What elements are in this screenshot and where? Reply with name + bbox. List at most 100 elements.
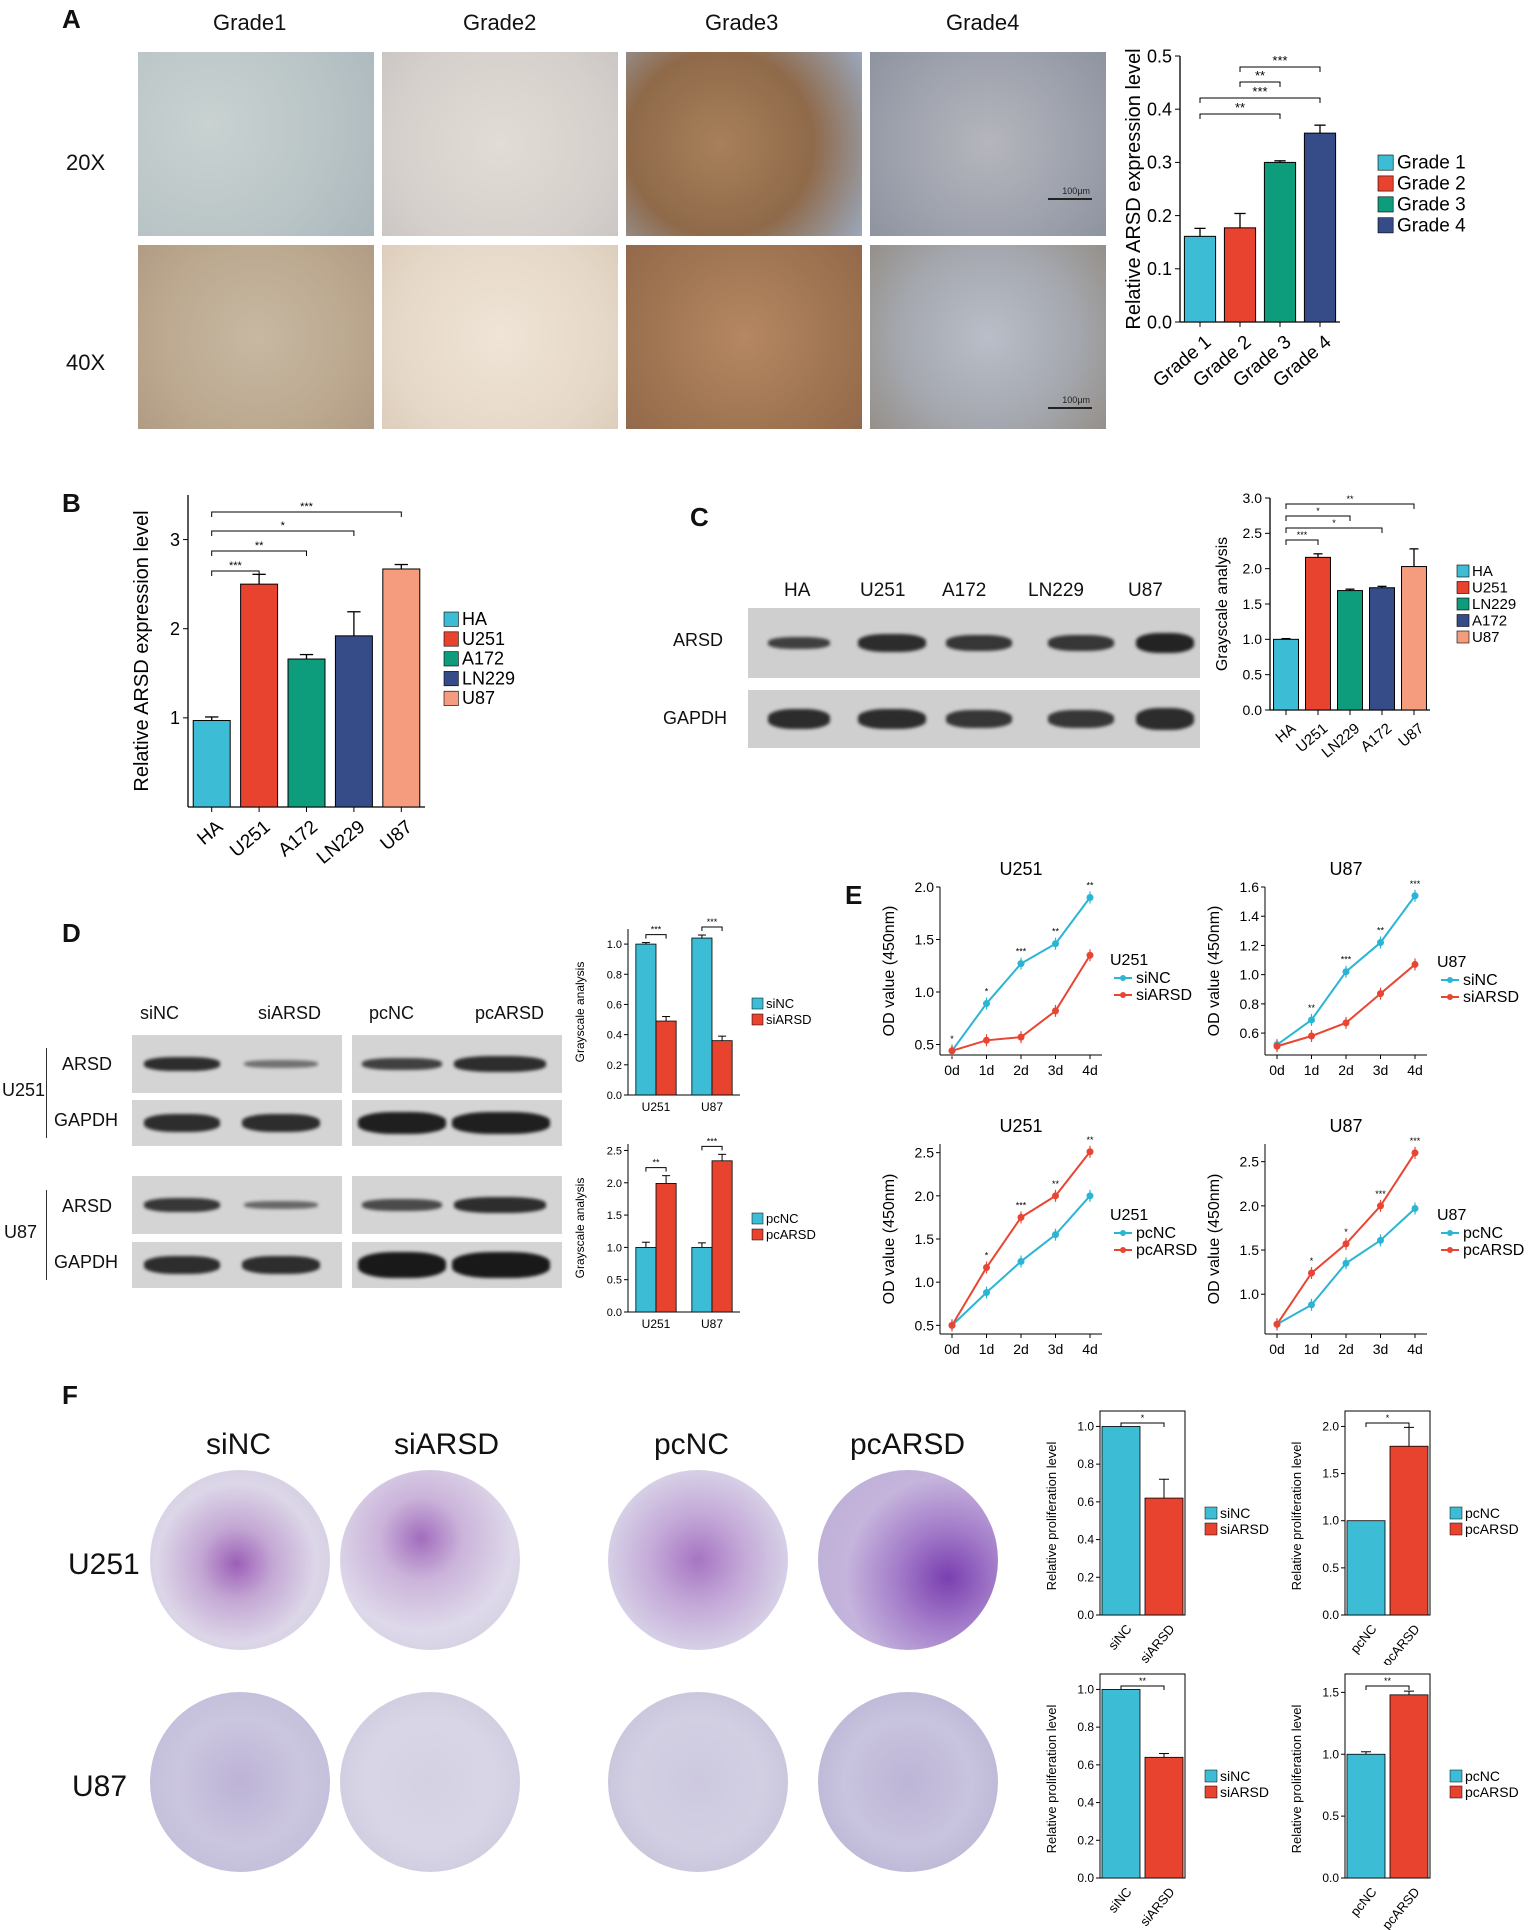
legend-label: A172 xyxy=(462,649,504,669)
legend-label: siNC xyxy=(1463,972,1498,989)
y-tick-label: 1.4 xyxy=(1240,908,1260,924)
x-tick-label: U87 xyxy=(377,817,417,855)
y-tick-label: 2.5 xyxy=(1243,525,1263,541)
x-tick-label: 0d xyxy=(944,1062,960,1078)
legend-label: siARSD xyxy=(766,1012,812,1027)
legend-label: pcNC xyxy=(766,1211,799,1226)
legend-title: U251 xyxy=(1110,952,1148,969)
y-tick-label: 1.0 xyxy=(1243,631,1263,647)
y-tick-label: 1.5 xyxy=(1243,596,1263,612)
y-tick-label: 0.1 xyxy=(1147,259,1172,279)
significance-label: *** xyxy=(1252,84,1267,99)
significance-label: *** xyxy=(300,501,314,513)
significance-bracket xyxy=(1285,515,1351,521)
y-axis-label: OD value (450nm) xyxy=(881,1174,898,1305)
blot-band xyxy=(1048,710,1114,728)
blot-band xyxy=(144,1198,220,1212)
significance-label: *** xyxy=(1341,955,1352,965)
legend-label: siNC xyxy=(1136,970,1171,987)
legend-title: U87 xyxy=(1437,954,1466,971)
x-tick-label: 2d xyxy=(1338,1341,1354,1357)
significance-label: *** xyxy=(651,925,662,935)
x-tick-label: 1d xyxy=(1304,1341,1320,1357)
y-tick-label: 0.6 xyxy=(1240,1025,1260,1041)
legend-label: pcARSD xyxy=(1136,1242,1197,1259)
legend-swatch xyxy=(443,671,459,687)
y-tick-label: 1 xyxy=(170,708,180,728)
micrograph-grade1-40x xyxy=(138,245,374,429)
x-tick-label: HA xyxy=(193,816,227,849)
bar xyxy=(635,1246,657,1313)
significance-bracket xyxy=(211,570,260,576)
significance-bracket xyxy=(211,511,402,517)
blot-d-u251-gapdh-si xyxy=(132,1100,342,1146)
x-tick-label: 0d xyxy=(944,1341,960,1357)
legend-swatch xyxy=(443,651,459,667)
legend-swatch xyxy=(1456,581,1470,594)
x-tick-label: pcARSD xyxy=(1379,1884,1423,1930)
blot-d-u87-gapdh-si xyxy=(132,1242,342,1288)
significance-label: *** xyxy=(1375,1189,1386,1199)
y-tick-label: 0.5 xyxy=(1322,1561,1339,1575)
blot-band xyxy=(768,709,830,729)
y-tick-label: 1.5 xyxy=(607,1210,622,1222)
col-label-siarsd: siARSD xyxy=(394,1428,500,1461)
x-tick-label: 0d xyxy=(1269,1062,1285,1078)
y-tick-label: 0.4 xyxy=(1077,1796,1094,1810)
legend-label: Grade 4 xyxy=(1397,215,1466,236)
x-tick-label: siNC xyxy=(1105,1621,1135,1652)
blot-row-label-gapdh: GAPDH xyxy=(54,1110,119,1130)
legend-swatch xyxy=(1449,1506,1463,1520)
legend-swatch xyxy=(443,631,459,647)
y-tick-label: 0.8 xyxy=(1077,1457,1094,1471)
bar xyxy=(691,1246,713,1313)
legend-swatch xyxy=(443,690,459,706)
blot-band xyxy=(242,1256,320,1274)
bar xyxy=(1389,1694,1429,1879)
significance-label: * xyxy=(281,520,286,532)
blot-band xyxy=(454,1056,546,1072)
y-tick-label: 1.0 xyxy=(915,984,935,1000)
significance-label: * xyxy=(1316,506,1320,516)
blot-row-label-gapdh: GAPDH xyxy=(54,1252,119,1272)
bar xyxy=(691,937,713,1096)
legend-label: Grade 2 xyxy=(1397,174,1466,195)
legend-label: Grade 1 xyxy=(1397,153,1466,174)
y-tick-label: 0.5 xyxy=(915,1317,935,1333)
y-tick-label: 1.0 xyxy=(915,1274,935,1290)
y-axis-label: Relative proliferation level xyxy=(1289,1704,1304,1853)
lane-label: U87 xyxy=(1128,580,1163,601)
y-axis-label: Relative proliferation level xyxy=(1044,1441,1059,1590)
x-tick-label: 3d xyxy=(1373,1062,1389,1078)
plot-frame xyxy=(1344,1673,1431,1879)
legend-swatch xyxy=(1377,217,1394,234)
legend-marker xyxy=(1447,977,1453,983)
bar xyxy=(1346,1753,1386,1879)
plot-frame xyxy=(1344,1410,1431,1616)
y-tick-label: 1.5 xyxy=(1322,1685,1339,1699)
y-tick-label: 1.0 xyxy=(1240,1286,1260,1302)
significance-bracket xyxy=(211,530,355,536)
bar xyxy=(655,1020,677,1096)
x-tick-label: U251 xyxy=(642,1317,671,1330)
chart-title: U251 xyxy=(999,859,1042,879)
y-tick-label: 0.0 xyxy=(1322,1871,1339,1885)
blot-band xyxy=(244,1201,318,1209)
significance-bracket xyxy=(1120,1422,1165,1427)
bar xyxy=(655,1183,677,1313)
y-tick-label: 0.4 xyxy=(1147,100,1172,120)
blot-band xyxy=(858,634,926,652)
lane-label-pcnc: pcNC xyxy=(369,1003,415,1023)
significance-label: * xyxy=(985,1251,989,1261)
y-tick-label: 2.0 xyxy=(1243,561,1263,577)
bar xyxy=(635,943,657,1096)
legend-label: siNC xyxy=(766,996,794,1011)
x-tick-label: A172 xyxy=(1357,720,1395,756)
legend-label: siARSD xyxy=(1463,989,1519,1006)
x-tick-label: U87 xyxy=(701,1317,723,1330)
bracket-u87 xyxy=(46,1190,47,1280)
